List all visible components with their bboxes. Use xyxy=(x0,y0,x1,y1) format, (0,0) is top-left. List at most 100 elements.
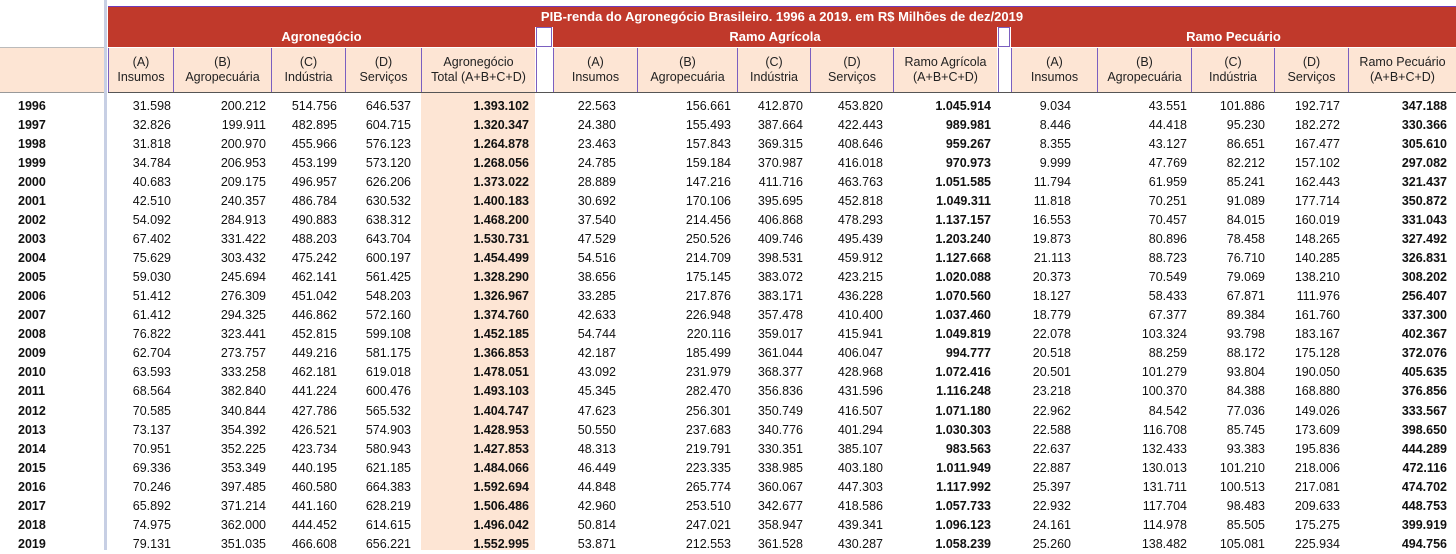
year-cell: 1999 xyxy=(18,156,46,171)
column-header-line: (A) xyxy=(1046,55,1063,69)
value-cell: 37.540 xyxy=(577,213,616,228)
column-header-agro-2: (C) Indústria xyxy=(271,48,345,92)
value-cell: 79.131 xyxy=(132,536,171,551)
value-cell: 34.784 xyxy=(132,156,171,171)
value-cell: 352.225 xyxy=(220,441,266,456)
year-cell: 2009 xyxy=(18,346,46,361)
value-cell: 183.167 xyxy=(1294,327,1340,342)
value-cell: 173.609 xyxy=(1294,422,1340,437)
total-cell: 1.506.486 xyxy=(473,498,529,513)
value-cell: 22.078 xyxy=(1032,327,1071,342)
column-header-agro-1: (B) Agropecuária xyxy=(173,48,271,92)
total-cell: 402.367 xyxy=(1401,327,1447,342)
value-cell: 439.341 xyxy=(837,517,883,532)
value-cell: 91.089 xyxy=(1226,194,1265,209)
column-header-line: (C) xyxy=(299,55,318,69)
year-cell: 2015 xyxy=(18,460,46,475)
total-cell: 1.366.853 xyxy=(473,346,529,361)
total-cell: 1.037.460 xyxy=(935,308,991,323)
value-cell: 59.030 xyxy=(132,270,171,285)
column-header-agricola-1: (B) Agropecuária xyxy=(637,48,737,92)
table-row: 2008 76.822 323.441 452.815 599.108 1.452.185… xyxy=(0,325,1456,344)
value-cell: 76.822 xyxy=(132,327,171,342)
data-rows: 1996 31.598 200.212 514.756 646.537 1.393.102… xyxy=(0,97,1456,554)
value-cell: 418.586 xyxy=(837,498,883,513)
total-cell: 330.366 xyxy=(1401,118,1447,133)
value-cell: 441.224 xyxy=(291,384,337,399)
value-cell: 401.294 xyxy=(837,422,883,437)
year-cell: 1998 xyxy=(18,137,46,152)
total-cell: 444.289 xyxy=(1401,441,1447,456)
value-cell: 20.518 xyxy=(1032,346,1071,361)
value-cell: 548.203 xyxy=(365,289,411,304)
value-cell: 43.092 xyxy=(577,365,616,380)
year-cell: 2004 xyxy=(18,251,46,266)
value-cell: 31.598 xyxy=(132,99,171,113)
value-cell: 138.482 xyxy=(1141,536,1187,551)
value-cell: 78.458 xyxy=(1226,232,1265,247)
total-cell: 448.753 xyxy=(1401,498,1447,513)
value-cell: 31.818 xyxy=(132,137,171,152)
value-cell: 462.141 xyxy=(291,270,337,285)
value-cell: 453.820 xyxy=(837,99,883,113)
value-cell: 416.507 xyxy=(837,403,883,418)
total-cell: 1.203.240 xyxy=(935,232,991,247)
table-row: 2006 51.412 276.309 451.042 548.203 1.326.967… xyxy=(0,287,1456,306)
value-cell: 11.794 xyxy=(1033,175,1071,190)
value-cell: 132.433 xyxy=(1141,441,1187,456)
total-cell: 326.831 xyxy=(1401,251,1447,266)
value-cell: 478.293 xyxy=(837,213,883,228)
value-cell: 436.228 xyxy=(837,289,883,304)
year-cell: 2017 xyxy=(18,498,46,513)
value-cell: 195.836 xyxy=(1294,441,1340,456)
frozen-column-divider xyxy=(104,0,107,550)
value-cell: 621.185 xyxy=(365,460,411,475)
value-cell: 24.161 xyxy=(1032,517,1071,532)
column-header-line: Insumos xyxy=(571,70,620,84)
total-cell: 1.049.311 xyxy=(936,194,991,209)
column-header-agro-4: Agronegócio Total (A+B+C+D) xyxy=(421,48,535,92)
table-row: 1998 31.818 200.970 455.966 576.123 1.264.878… xyxy=(0,135,1456,154)
value-cell: 422.443 xyxy=(837,118,883,133)
value-cell: 403.180 xyxy=(837,460,883,475)
value-cell: 23.218 xyxy=(1032,384,1071,399)
value-cell: 330.351 xyxy=(757,441,803,456)
value-cell: 599.108 xyxy=(365,327,411,342)
value-cell: 11.818 xyxy=(1033,194,1071,209)
value-cell: 148.265 xyxy=(1294,232,1340,247)
total-cell: 1.072.416 xyxy=(935,365,991,380)
value-cell: 357.478 xyxy=(757,308,803,323)
total-column-highlight xyxy=(421,93,535,550)
group-header-ramo-agricola: Ramo Agrícola xyxy=(553,27,997,47)
total-cell: 1.045.914 xyxy=(935,99,991,113)
value-cell: 9.999 xyxy=(1039,156,1071,171)
value-cell: 646.537 xyxy=(365,99,411,113)
value-cell: 451.042 xyxy=(291,289,337,304)
column-header-line: (A+B+C+D) xyxy=(913,70,978,84)
total-cell: 1.393.102 xyxy=(473,99,529,113)
total-cell: 1.530.731 xyxy=(473,232,529,247)
value-cell: 217.081 xyxy=(1294,479,1340,494)
value-cell: 74.975 xyxy=(132,517,171,532)
value-cell: 8.446 xyxy=(1039,118,1071,133)
value-cell: 486.784 xyxy=(291,194,337,209)
value-cell: 28.889 xyxy=(577,175,616,190)
year-cell: 2013 xyxy=(18,422,46,437)
value-cell: 370.987 xyxy=(757,156,803,171)
value-cell: 572.160 xyxy=(365,308,411,323)
value-cell: 32.826 xyxy=(132,118,171,133)
value-cell: 140.285 xyxy=(1294,251,1340,266)
value-cell: 69.336 xyxy=(132,460,171,475)
value-cell: 40.683 xyxy=(132,175,171,190)
year-cell: 2019 xyxy=(18,536,46,551)
value-cell: 53.871 xyxy=(577,536,616,551)
value-cell: 175.275 xyxy=(1294,517,1340,532)
value-cell: 130.013 xyxy=(1141,460,1187,475)
column-header-line: (B) xyxy=(679,55,696,69)
value-cell: 170.106 xyxy=(685,194,731,209)
value-cell: 67.377 xyxy=(1148,308,1187,323)
column-header-line: Indústria xyxy=(284,70,333,84)
value-cell: 25.397 xyxy=(1032,479,1071,494)
column-header-agro-3: (D) Serviços xyxy=(345,48,421,92)
value-cell: 256.301 xyxy=(685,403,731,418)
